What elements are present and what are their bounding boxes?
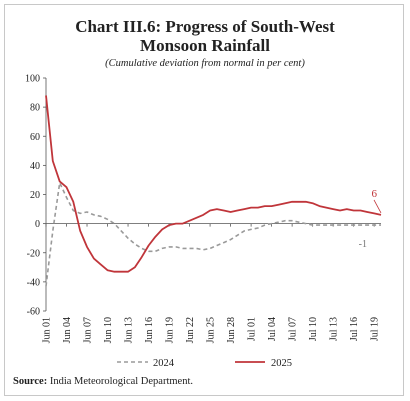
x-tick-label: Jul 07 xyxy=(288,317,299,341)
y-tick-label: 0 xyxy=(35,219,40,230)
x-tick-label: Jul 19 xyxy=(370,317,381,341)
x-tick-label: Jun 10 xyxy=(103,317,114,343)
y-tick-label: 80 xyxy=(30,103,40,114)
x-tick-label: Jun 16 xyxy=(144,317,155,343)
x-tick-label: Jun 01 xyxy=(42,317,53,343)
x-tick-label: Jul 01 xyxy=(247,317,258,341)
x-tick-label: Jun 04 xyxy=(62,317,73,343)
legend-label-2024: 2024 xyxy=(153,358,175,369)
x-tick-label: Jul 10 xyxy=(308,317,319,341)
x-tick-label: Jun 28 xyxy=(226,317,237,343)
x-tick-label: Jun 13 xyxy=(124,317,135,343)
data-label-2024-end: -1 xyxy=(359,239,367,250)
x-tick-label: Jul 04 xyxy=(267,317,278,341)
x-tick-label: Jun 25 xyxy=(206,317,217,343)
y-tick-label: 60 xyxy=(30,132,40,143)
source-text: India Meteorological Department. xyxy=(49,376,193,387)
x-tick-label: Jun 22 xyxy=(185,317,196,343)
chart-frame xyxy=(4,4,404,396)
series-line-2024 xyxy=(45,182,381,287)
y-tick-label: -60 xyxy=(27,307,40,318)
y-tick-label: 100 xyxy=(25,74,40,85)
data-label-2025-leader xyxy=(373,199,382,214)
x-tick-label: Jun 19 xyxy=(165,317,176,343)
x-tick-label: Jul 16 xyxy=(349,317,360,341)
y-tick-label: 40 xyxy=(30,161,40,172)
x-tick-label: Jun 07 xyxy=(83,317,94,343)
x-tick-label: Jul 13 xyxy=(329,317,340,341)
source-note: Source: India Meteorological Department. xyxy=(13,376,193,387)
y-tick-label: 20 xyxy=(30,190,40,201)
data-label-2025-end: 6 xyxy=(372,188,378,200)
chart-subtitle: (Cumulative deviation from normal in per… xyxy=(105,58,305,69)
source-label: Source: xyxy=(13,376,48,387)
y-tick-label: -20 xyxy=(27,248,40,259)
y-tick-label: -40 xyxy=(27,277,40,288)
chart-title-line-2: Monsoon Rainfall xyxy=(140,36,270,55)
legend-label-2025: 2025 xyxy=(271,358,292,369)
chart-title-line-1: Chart III.6: Progress of South-West xyxy=(75,17,335,36)
series-line-2025 xyxy=(45,95,382,273)
